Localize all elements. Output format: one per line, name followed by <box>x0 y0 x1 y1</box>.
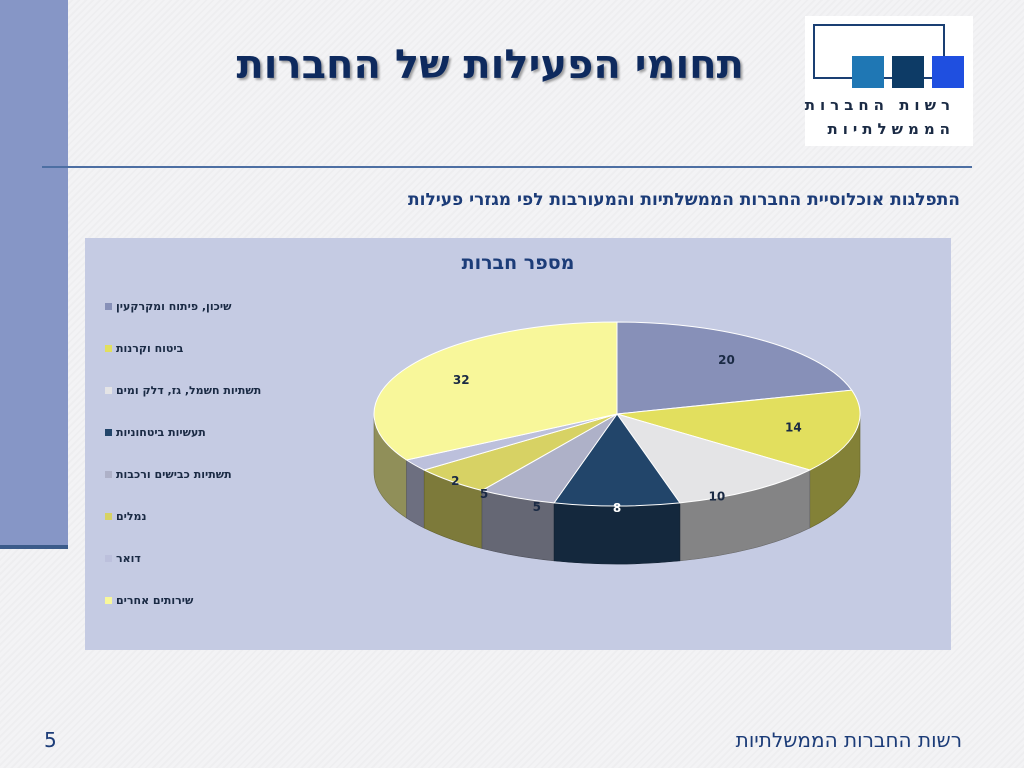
pie-slice <box>553 413 681 507</box>
slide-title: תחומי הפעילות של החברות <box>236 42 744 88</box>
page-number: 5 <box>44 728 57 752</box>
legend-swatch <box>105 512 112 520</box>
chart-area: מספר חברות שיכון, פיתוח ומקרקעין ביטוח וק… <box>85 238 951 650</box>
legend-item: דואר <box>105 550 141 566</box>
data-label: 32 <box>453 373 470 387</box>
data-label: 14 <box>785 420 802 434</box>
slide-subtitle: התפלגות אוכלוסיית החברות הממשלתיות והמעו… <box>408 190 960 210</box>
data-label: 5 <box>480 487 488 501</box>
legend-item: שיכון, פיתוח ומקרקעין <box>105 298 231 314</box>
pie-slice <box>373 321 618 461</box>
chart-title: מספר חברות <box>461 252 575 274</box>
pie-slice-side <box>406 459 425 529</box>
legend-swatch <box>105 344 112 352</box>
pie-slice <box>616 321 853 415</box>
legend-swatch <box>105 470 112 478</box>
logo-square-bright <box>932 56 964 88</box>
legend-item: נמלים <box>105 508 147 524</box>
data-label: 10 <box>709 490 726 504</box>
legend-label: תעשיות ביטחוניות <box>116 425 206 439</box>
logo: רשות החברות הממשלתיות <box>805 16 973 146</box>
legend-item: תשתיות חשמל, גז, דלק ומים <box>105 382 261 398</box>
footer-org-name: רשות החברות הממשלתיות <box>735 728 962 752</box>
logo-square-light <box>852 56 884 88</box>
title-divider <box>42 166 972 168</box>
legend-swatch <box>105 596 112 604</box>
legend-swatch <box>105 386 112 394</box>
legend-label: ביטוח וקרנות <box>116 341 184 355</box>
legend-label: תשתיות כבישים ורכבות <box>116 467 232 481</box>
legend-swatch <box>105 554 112 562</box>
data-label: 2 <box>451 474 459 488</box>
pie-chart: 20 14 10 8 5 5 2 32 <box>373 321 861 565</box>
legend-label: שירותים אחרים <box>116 593 194 607</box>
pie-slice <box>615 413 812 504</box>
data-label: 8 <box>613 501 621 515</box>
data-label: 5 <box>533 500 541 514</box>
legend-swatch <box>105 302 112 310</box>
legend-item: ביטוח וקרנות <box>105 340 183 356</box>
logo-square-dark <box>892 56 924 88</box>
legend-item: שירותים אחרים <box>105 592 193 608</box>
legend-label: נמלים <box>116 509 147 523</box>
legend-label: שיכון, פיתוח ומקרקעין <box>116 299 232 313</box>
left-accent-bar <box>0 0 68 549</box>
logo-text-line1: רשות החברות <box>804 96 955 114</box>
data-label: 20 <box>718 353 735 367</box>
legend-swatch <box>105 428 112 436</box>
logo-text-line2: הממשלתיות <box>827 120 955 138</box>
legend-item: תעשיות ביטחוניות <box>105 424 206 440</box>
pie-slice <box>616 389 861 471</box>
legend-label: דואר <box>116 551 141 565</box>
legend-label: תשתיות חשמל, גז, דלק ומים <box>116 383 262 397</box>
legend-item: תשתיות כבישים ורכבות <box>105 466 232 482</box>
